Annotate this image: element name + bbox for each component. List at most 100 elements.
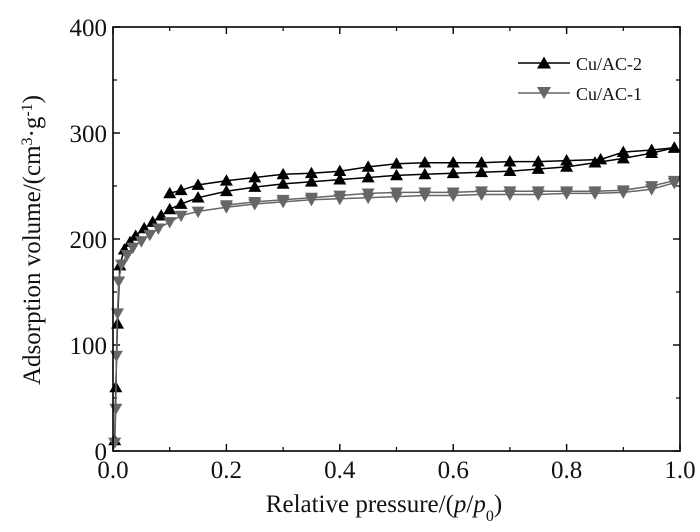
data-point-cu-ac-1-desorption [446,187,460,199]
data-point-cu-ac-2-adsorption [361,171,375,183]
legend: Cu/AC-2 Cu/AC-1 [518,54,642,104]
data-point-cu-ac-1-adsorption [163,217,177,229]
data-point-cu-ac-2-desorption [333,164,347,177]
data-point-cu-ac-2-desorption [276,167,290,180]
y-axis-title-suffix: ) [19,95,46,103]
data-point-cu-ac-2-desorption [361,160,375,172]
data-point-cu-ac-1-adsorption [111,308,125,320]
data-point-cu-ac-1-adsorption [115,259,129,271]
data-point-cu-ac-2-adsorption [560,160,574,172]
legend-marker-cu-ac-2 [537,56,551,69]
data-point-cu-ac-1-desorption [475,186,489,198]
x-tick-label: 0.4 [324,457,356,484]
data-point-cu-ac-2-desorption [560,154,574,166]
data-point-cu-ac-2-adsorption [418,167,432,180]
series-layer [108,141,681,450]
data-point-cu-ac-2-adsorption [503,164,517,177]
data-point-cu-ac-2-adsorption [446,166,460,179]
data-point-cu-ac-2-adsorption [219,184,233,197]
y-tick-label: 300 [70,121,108,148]
data-point-cu-ac-1-desorption [304,192,318,205]
y-axis-title: Adsorption volume/(cm3·g-1) [19,95,47,385]
data-point-cu-ac-2-adsorption [174,197,188,209]
data-point-cu-ac-2-desorption [248,171,262,183]
x-tick-label: 0.2 [211,457,242,484]
tick-labels: 0.0 0.2 0.4 0.6 0.8 1.0 0 100 200 300 400 [70,15,696,484]
data-point-cu-ac-2-adsorption [616,151,630,164]
x-axis-title-p: p [452,491,467,518]
data-point-cu-ac-1-desorption [276,194,290,207]
data-point-cu-ac-1-adsorption [126,242,140,254]
data-point-cu-ac-2-desorption [390,157,403,169]
data-point-cu-ac-1-adsorption [191,206,205,218]
data-point-cu-ac-1-adsorption [112,276,126,288]
x-tick-label: 0.8 [551,457,582,484]
x-axis-title-prefix: Relative pressure/( [266,491,454,518]
data-point-cu-ac-1-adsorption [109,350,123,363]
data-point-cu-ac-2-desorption [304,166,318,179]
data-point-cu-ac-1-desorption [616,185,630,197]
data-point-cu-ac-1-desorption [531,186,545,198]
y-axis-title-dot: ·g [19,116,46,137]
data-point-cu-ac-1-desorption [645,181,659,193]
x-axis-title: Relative pressure/(p/p0) [266,491,502,525]
data-point-cu-ac-1-desorption [333,190,347,203]
data-point-cu-ac-1-adsorption [143,229,157,242]
data-point-cu-ac-1-adsorption [174,210,188,223]
data-point-cu-ac-2-desorption [531,155,545,167]
y-axis-title-cm-sup: 3 [19,137,36,145]
x-axis-title-p0: p [471,491,486,518]
data-point-cu-ac-2-desorption [503,155,517,167]
x-axis-title-slash: / [466,491,473,518]
data-point-cu-ac-1-desorption [503,186,517,198]
data-point-cu-ac-2-desorption [446,156,460,168]
data-point-cu-ac-2-adsorption [333,173,347,185]
y-tick-label: 0 [95,439,108,466]
x-axis-title-p0-sub: 0 [486,508,494,525]
data-point-cu-ac-2-adsorption [276,177,290,189]
data-point-cu-ac-1-desorption [588,186,602,198]
data-point-cu-ac-2-desorption [616,145,630,157]
y-tick-label: 100 [70,333,108,360]
data-point-cu-ac-1-adsorption [108,437,122,450]
y-axis-title-g-sup: -1 [19,103,36,116]
data-point-cu-ac-2-adsorption [588,156,602,168]
data-point-cu-ac-1-desorption [560,186,574,198]
x-tick-label: 0.0 [97,457,128,484]
data-point-cu-ac-2-adsorption [531,162,545,174]
y-tick-label: 400 [70,15,108,42]
data-point-cu-ac-2-adsorption [248,180,262,192]
data-point-cu-ac-1-desorption [361,188,375,200]
data-point-cu-ac-1-adsorption [151,223,165,235]
data-point-cu-ac-2-desorption [594,153,608,165]
data-point-cu-ac-1-desorption [667,175,681,188]
x-tick-label: 0.6 [438,457,469,484]
data-point-cu-ac-1-desorption [248,197,262,209]
y-axis-title-prefix: Adsorption volume/(cm [19,145,46,385]
data-point-cu-ac-1-adsorption [134,236,148,248]
legend-label-cu-ac-2: Cu/AC-2 [576,54,642,74]
data-point-cu-ac-1-desorption [390,187,403,199]
data-point-cu-ac-2-desorption [219,174,233,186]
data-point-cu-ac-2-desorption [174,183,188,196]
data-point-cu-ac-2-adsorption [475,165,489,178]
data-point-cu-ac-2-adsorption [191,191,205,203]
data-point-cu-ac-2-adsorption [304,175,318,187]
data-point-cu-ac-2-desorption [191,178,205,190]
y-tick-label: 200 [70,227,108,254]
x-axis-title-suffix: ) [494,491,502,518]
data-point-cu-ac-2-desorption [418,156,432,168]
data-point-cu-ac-1-desorption [219,200,233,212]
data-point-cu-ac-2-adsorption [390,168,403,181]
x-tick-label: 1.0 [664,457,695,484]
data-point-cu-ac-1-desorption [418,187,432,199]
data-point-cu-ac-2-desorption [645,143,659,155]
data-point-cu-ac-2-desorption [163,186,177,199]
data-point-cu-ac-1-adsorption [120,250,134,262]
plot-frame [112,26,681,452]
legend-label-cu-ac-1: Cu/AC-1 [576,84,642,104]
data-point-cu-ac-2-adsorption [163,202,177,215]
series-line-cu-ac-2-desorption [169,147,675,195]
data-point-cu-ac-2-desorption [667,141,681,153]
